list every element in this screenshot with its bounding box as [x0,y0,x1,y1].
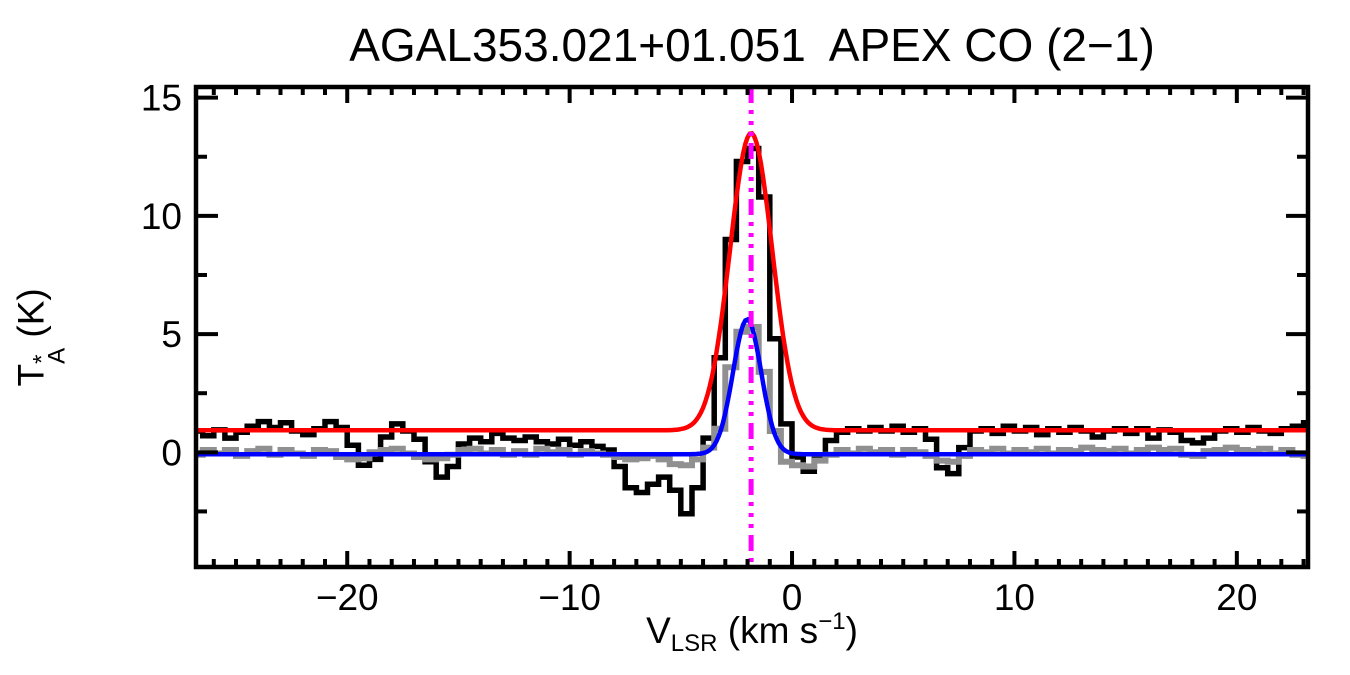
y-tick-label: 5 [161,314,182,355]
x-axis-label-sup: −1 [818,608,846,635]
y-axis-label-sub: A [43,347,71,364]
y-axis-label: T * A (K) [10,167,71,507]
x-axis-label-sub: LSR [670,630,718,657]
y-axis-label-subsup: * A [29,347,71,364]
x-axis-label-end: ) [845,610,858,651]
x-tick-label: −10 [538,577,601,618]
y-tick-label: 0 [161,432,182,473]
y-axis-label-symbol: T [10,363,52,387]
data-layer [196,87,1308,567]
x-tick-label: 0 [782,577,803,618]
axis-ticks [196,87,1308,567]
x-axis-label-units: (km s [717,610,819,651]
y-tick-label: 15 [141,78,182,119]
x-tick-label: 20 [1216,577,1257,618]
plot-title: AGAL353.021+01.051 APEX CO (2−1) [349,19,1155,71]
x-axis-label: VLSR (km s−1) [196,608,1308,656]
y-tick-label: 10 [141,196,182,237]
y-axis-label-units: (K) [10,288,52,348]
axis-frame [193,84,1311,570]
x-tick-label: 10 [994,577,1035,618]
gaussian-fit-offset [196,316,1308,457]
x-axis-label-symbol: V [646,610,671,651]
x-tick-label: −20 [316,577,379,618]
